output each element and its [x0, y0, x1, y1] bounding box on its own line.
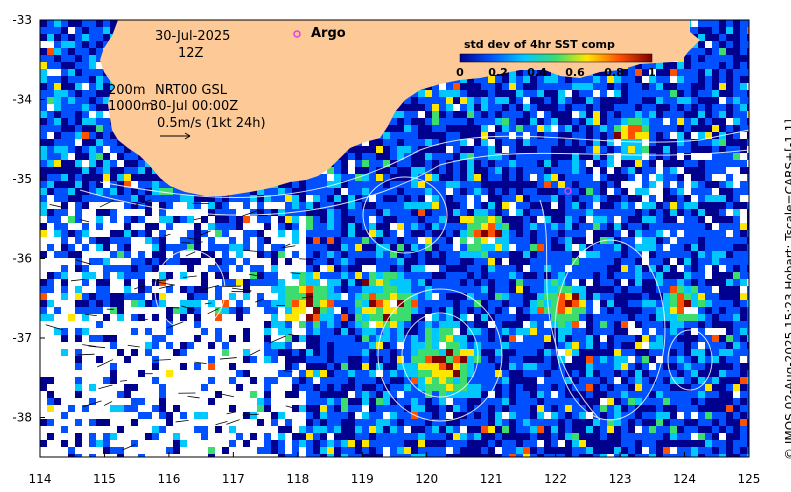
colorbar	[459, 53, 653, 63]
depth-label-1000: 1000m	[108, 99, 154, 114]
x-tick-label: 114	[29, 472, 52, 486]
colorbar-tick: 0.2	[488, 66, 508, 79]
hour-label: 12Z	[178, 46, 204, 61]
ssh-contours	[79, 129, 749, 422]
vector-scale-arrowhead	[184, 132, 191, 140]
plot-frame	[39, 19, 750, 458]
credit-text: © IMOS 02-Aug-2025 15:23 Hobart; Tscale=…	[783, 119, 791, 460]
argo-legend-label: Argo	[311, 26, 346, 41]
colorbar-tick: 1	[648, 66, 656, 79]
y-tick-label: -35	[12, 172, 32, 186]
product-label: NRT00 GSL	[155, 83, 227, 98]
x-tick-label: 124	[673, 472, 696, 486]
colorbar-tick: 0.4	[527, 66, 547, 79]
vector-scale-label: 0.5m/s (1kt 24h)	[157, 116, 266, 131]
y-tick-label: -37	[12, 331, 32, 345]
colorbar-title: std dev of 4hr SST comp	[464, 38, 615, 51]
x-tick-label: 118	[286, 472, 309, 486]
x-tick-label: 116	[157, 472, 180, 486]
colorbar-tick: 0.6	[565, 66, 585, 79]
x-tick-label: 115	[93, 472, 116, 486]
y-axis: -33 -34 -35 -36 -37 -38	[12, 13, 45, 425]
vector-time-label: 30-Jul 00:00Z	[150, 99, 239, 114]
land-mass	[100, 20, 700, 196]
y-tick-label: -36	[12, 252, 32, 266]
current-vectors	[45, 199, 317, 451]
x-tick-label: 120	[415, 472, 438, 486]
x-axis: 114 115 116 117 118 119 120 121 122 123 124 125	[29, 452, 760, 486]
argo-legend-marker	[293, 30, 301, 38]
date-label: 30-Jul-2025	[155, 29, 231, 44]
colorbar-tick: 0.8	[604, 66, 624, 79]
depth-label-200: 200m	[108, 83, 146, 98]
y-tick-label: -34	[12, 93, 32, 107]
x-tick-label: 119	[351, 472, 374, 486]
x-tick-label: 123	[609, 472, 632, 486]
x-tick-label: 122	[544, 472, 567, 486]
x-tick-label: 125	[737, 472, 760, 486]
argo-float	[564, 187, 572, 195]
colorbar-tick: 0	[456, 66, 464, 79]
y-tick-label: -33	[12, 13, 32, 27]
x-tick-label: 117	[222, 472, 245, 486]
y-tick-label: -38	[12, 411, 32, 425]
x-tick-label: 121	[480, 472, 503, 486]
